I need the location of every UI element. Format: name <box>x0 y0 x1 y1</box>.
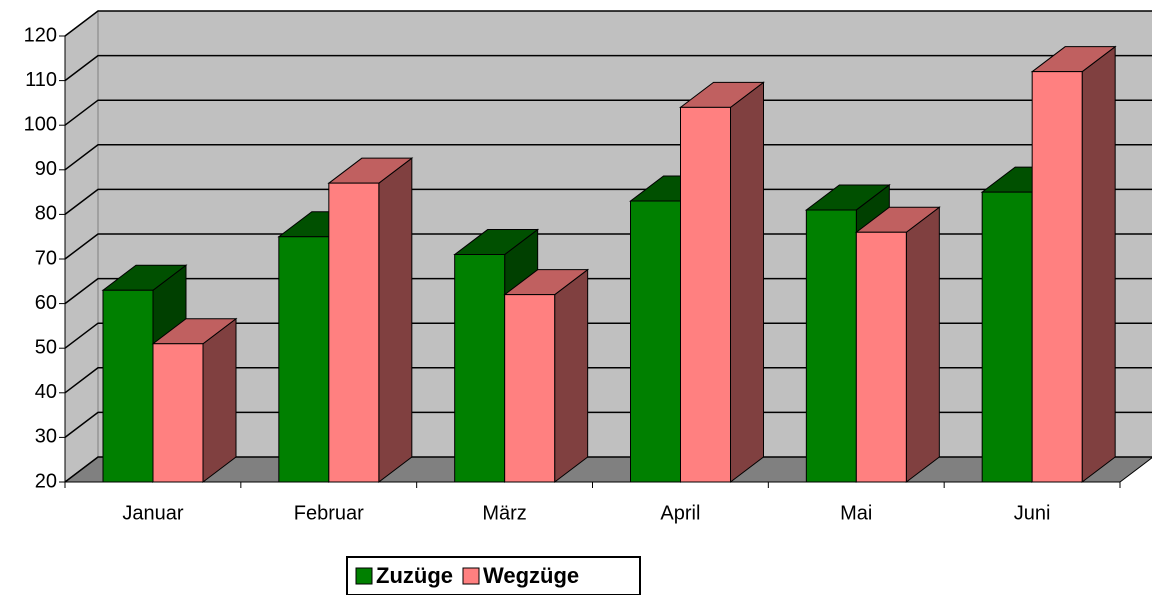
y-tick-label: 90 <box>35 158 57 180</box>
y-tick-label: 60 <box>35 292 57 314</box>
legend-label: Zuzüge <box>376 563 453 588</box>
legend-swatch <box>355 567 373 585</box>
bar-front <box>805 209 857 483</box>
y-tick-label: 40 <box>35 381 57 403</box>
bar-side <box>378 157 413 484</box>
y-tick-label: 120 <box>24 24 57 46</box>
bar-front <box>630 200 681 483</box>
x-tick-label: Februar <box>294 502 364 524</box>
grid-line <box>64 367 1152 394</box>
bar-side <box>1081 45 1116 484</box>
y-tick-label: 80 <box>35 203 57 225</box>
bar <box>854 206 941 484</box>
bar <box>679 81 765 484</box>
bar-front <box>102 289 154 483</box>
bar-front <box>855 231 907 483</box>
bar-front <box>680 106 731 483</box>
grid-line <box>64 54 1152 82</box>
grid-line <box>64 277 1152 305</box>
legend-swatch <box>462 567 480 585</box>
bar <box>1030 45 1117 484</box>
x-tick-label: März <box>482 502 526 524</box>
y-tick-label: 30 <box>35 426 57 448</box>
y-tick-label: 20 <box>35 470 57 492</box>
x-tick-label: Mai <box>840 502 872 524</box>
bar-front <box>328 182 380 483</box>
grid-line <box>64 99 1152 126</box>
x-tick-label: Juni <box>1014 502 1051 524</box>
bar-side <box>554 268 589 484</box>
bar-side <box>202 317 237 484</box>
bar-front <box>152 343 204 483</box>
grid-line <box>64 322 1152 349</box>
y-tick-label: 70 <box>35 247 57 269</box>
legend-box <box>346 556 641 595</box>
bar <box>327 157 414 484</box>
grid-line <box>64 456 1152 483</box>
bar-side <box>905 206 940 484</box>
grid-line <box>64 411 1152 438</box>
y-tick-label: 100 <box>24 113 57 135</box>
grid-line <box>64 233 1152 260</box>
grid-line <box>64 10 1152 37</box>
bar-front <box>1031 71 1083 483</box>
bar-front <box>454 254 506 483</box>
y-tick-label: 50 <box>35 336 57 358</box>
x-tick-label: April <box>660 502 700 524</box>
bar <box>151 317 238 484</box>
bar-front <box>504 294 556 483</box>
grid-line <box>64 188 1152 215</box>
y-tick-label: 110 <box>25 69 57 91</box>
x-tick-label: Januar <box>122 502 183 524</box>
legend-label: Wegzüge <box>483 563 579 588</box>
bar-front <box>981 191 1033 483</box>
bar-side <box>730 81 764 484</box>
bar-front <box>278 236 330 483</box>
bar <box>503 268 590 484</box>
grid-line <box>64 144 1152 171</box>
